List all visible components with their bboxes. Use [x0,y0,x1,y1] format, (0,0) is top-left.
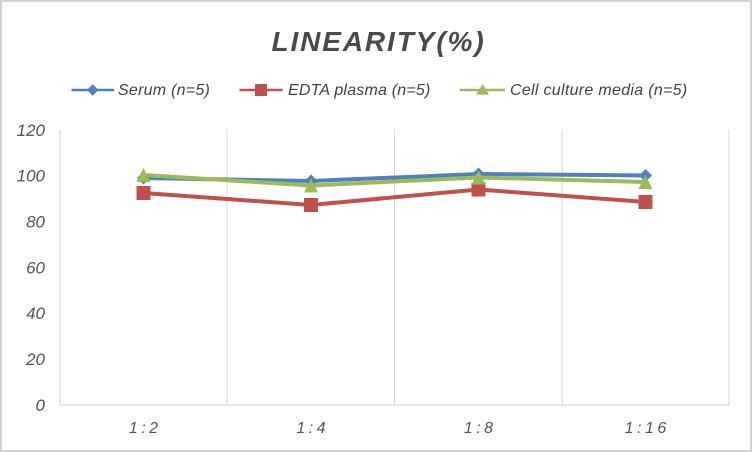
svg-text:1:2: 1:2 [129,420,162,437]
svg-text:60: 60 [26,258,45,277]
svg-text:LINEARITY(%): LINEARITY(%) [271,26,485,57]
svg-text:100: 100 [17,167,46,186]
svg-text:20: 20 [25,350,45,369]
svg-text:0: 0 [36,396,46,415]
svg-text:Cell culture media (n=5): Cell culture media (n=5) [510,82,688,99]
svg-text:120: 120 [17,121,46,140]
svg-text:1:8: 1:8 [464,420,497,437]
svg-text:1:4: 1:4 [296,420,329,437]
svg-text:1:16: 1:16 [625,420,670,437]
svg-text:40: 40 [26,304,45,323]
svg-text:EDTA plasma (n=5): EDTA plasma (n=5) [288,82,431,99]
svg-text:80: 80 [26,213,45,232]
svg-text:Serum (n=5): Serum (n=5) [118,82,210,99]
